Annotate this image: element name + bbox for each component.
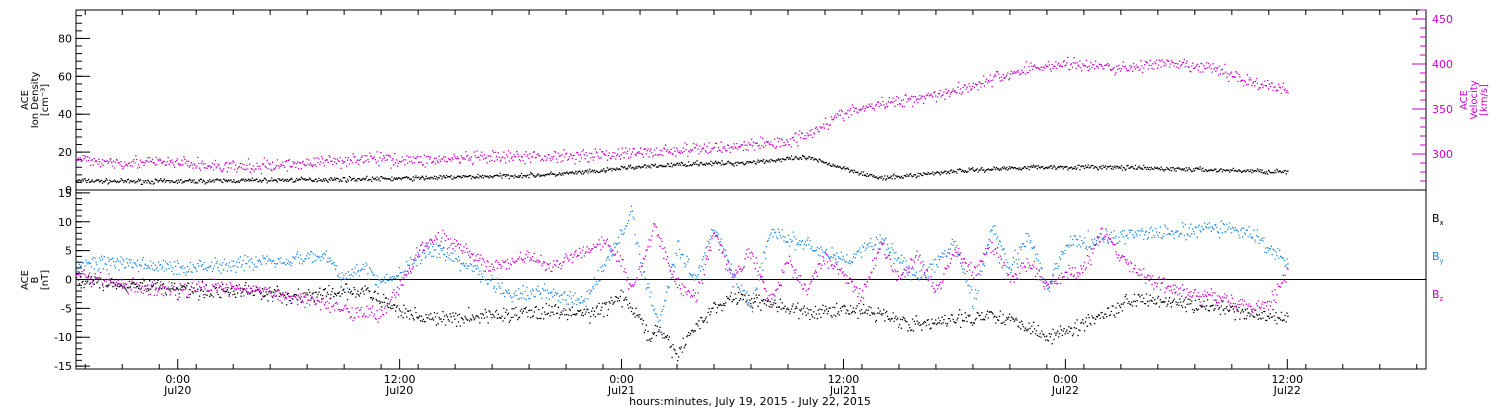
velocity-axis-label-line: [km/s] bbox=[1479, 84, 1490, 116]
x-tick-time: 12:00 bbox=[828, 373, 860, 386]
density-axis-tick-label: 80 bbox=[58, 32, 72, 45]
density-axis-label-line: Ion Density bbox=[30, 72, 41, 129]
x-tick-time: 12:00 bbox=[1271, 373, 1303, 386]
bx-series bbox=[76, 273, 1289, 362]
velocity-axis-label: ACEVelocity[km/s] bbox=[1459, 80, 1490, 119]
velocity-axis-label-line: Velocity bbox=[1469, 80, 1480, 119]
x-tick-date: Jul20 bbox=[385, 384, 413, 397]
x-tick-date: Jul21 bbox=[607, 384, 635, 397]
b-field-axis-tick-label: 15 bbox=[58, 187, 72, 200]
density-axis-label-line: ACE bbox=[20, 90, 31, 110]
velocity-axis-tick-label: 400 bbox=[1432, 58, 1453, 71]
b-field-axis-tick-label: -5 bbox=[61, 302, 72, 315]
density-axis-label: ACEIon Density[cm⁻³] bbox=[20, 72, 51, 129]
b-field-axis-tick-label: -10 bbox=[54, 331, 72, 344]
x-tick-date: Jul22 bbox=[1051, 384, 1079, 397]
x-tick-time: 12:00 bbox=[384, 373, 416, 386]
b-field-axis-tick-label: -15 bbox=[54, 360, 72, 373]
b-field-axis-label-line: [nT] bbox=[40, 270, 51, 290]
velocity-axis-tick-label: 300 bbox=[1432, 148, 1453, 161]
b-field-axis-label-line: ACE bbox=[20, 270, 31, 290]
x-axis-label: hours:minutes, July 19, 2015 - July 22, … bbox=[629, 395, 871, 408]
bz-series bbox=[76, 223, 1289, 323]
x-tick-date: Jul22 bbox=[1273, 384, 1301, 397]
velocity-series bbox=[76, 56, 1289, 175]
x-tick-date: Jul21 bbox=[829, 384, 857, 397]
x-tick-time: 0:00 bbox=[165, 373, 190, 386]
b-field-axis-tick-label: 10 bbox=[58, 216, 72, 229]
time-axis: 0:00Jul2012:00Jul200:00Jul2112:00Jul210:… bbox=[84, 10, 1418, 397]
legend-bz: Bz bbox=[1432, 288, 1444, 303]
density-axis-tick-label: 40 bbox=[58, 108, 72, 121]
velocity-axis-label-line: ACE bbox=[1459, 90, 1470, 110]
density-axis-tick-label: 0 bbox=[65, 184, 72, 197]
x-tick-date: Jul20 bbox=[163, 384, 191, 397]
x-tick-time: 0:00 bbox=[1053, 373, 1078, 386]
velocity-axis-tick-label: 450 bbox=[1432, 13, 1453, 26]
legend-bx: Bx bbox=[1432, 212, 1444, 227]
density-axis-tick-label: 60 bbox=[58, 70, 72, 83]
ion-density-series bbox=[76, 155, 1289, 186]
x-tick-time: 0:00 bbox=[609, 373, 634, 386]
by-series bbox=[76, 205, 1289, 333]
b-field-axis-label: ACEB[nT] bbox=[20, 270, 51, 290]
legend-by: By bbox=[1432, 250, 1444, 265]
magnetic-field-panel: -15 -10 -5 0 5 10 15 ACEB[nT] Bx By Bz bbox=[20, 187, 1444, 373]
b-field-axis-tick-label: 5 bbox=[65, 245, 72, 258]
density-axis-label-line: [cm⁻³] bbox=[40, 84, 51, 116]
density-axis-tick-label: 20 bbox=[58, 146, 72, 159]
b-field-axis-tick-label: 0 bbox=[65, 274, 72, 287]
velocity-axis-tick-label: 350 bbox=[1432, 103, 1453, 116]
b-field-axis-label-line: B bbox=[30, 276, 41, 283]
